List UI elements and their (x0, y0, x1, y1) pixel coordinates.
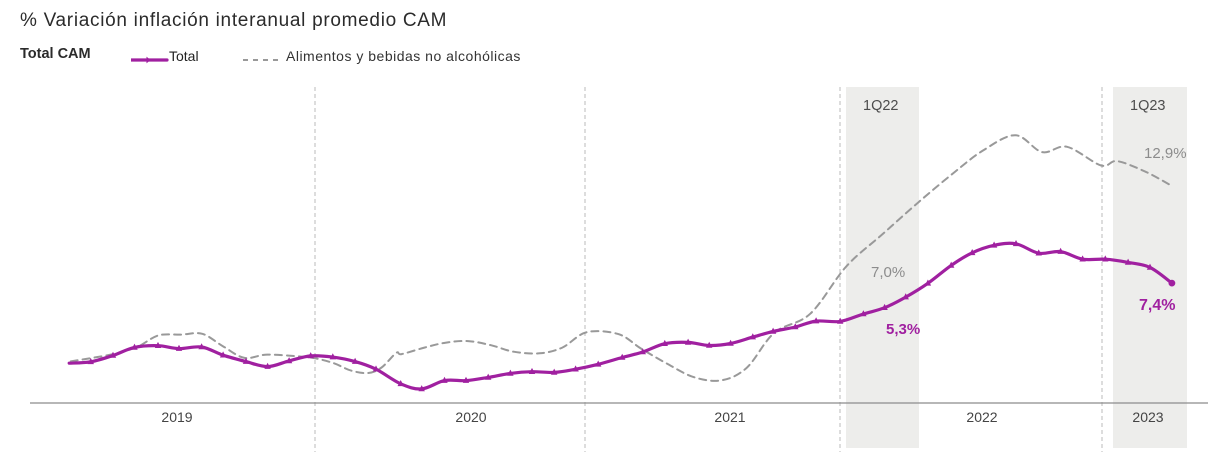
svg-text:2021: 2021 (714, 409, 745, 425)
svg-text:2022: 2022 (966, 409, 997, 425)
svg-text:2023: 2023 (1132, 409, 1163, 425)
svg-text:7,4%: 7,4% (1139, 297, 1175, 314)
svg-text:7,0%: 7,0% (871, 264, 905, 281)
svg-text:1Q23: 1Q23 (1130, 98, 1165, 114)
svg-text:12,9%: 12,9% (1144, 145, 1187, 162)
svg-text:2019: 2019 (161, 409, 192, 425)
svg-text:2020: 2020 (455, 409, 486, 425)
svg-text:1Q22: 1Q22 (863, 98, 898, 114)
svg-text:5,3%: 5,3% (886, 321, 920, 338)
